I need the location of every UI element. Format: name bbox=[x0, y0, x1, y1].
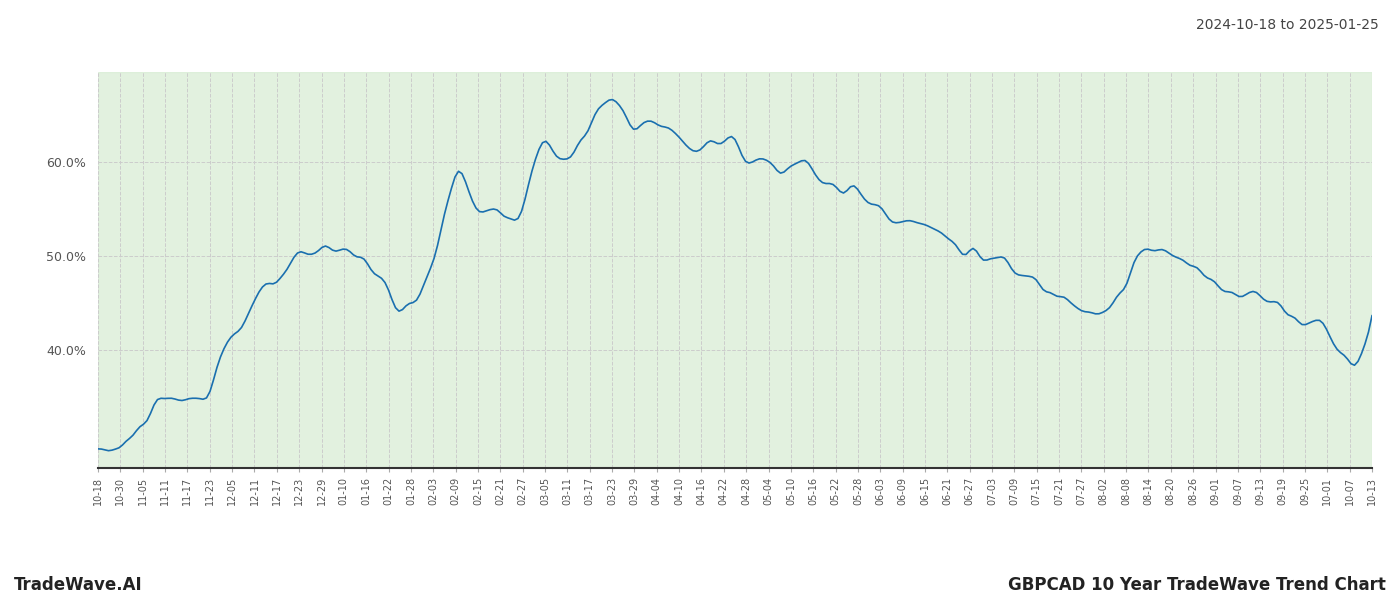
Text: GBPCAD 10 Year TradeWave Trend Chart: GBPCAD 10 Year TradeWave Trend Chart bbox=[1008, 576, 1386, 594]
Text: 2024-10-18 to 2025-01-25: 2024-10-18 to 2025-01-25 bbox=[1196, 18, 1379, 32]
Text: TradeWave.AI: TradeWave.AI bbox=[14, 576, 143, 594]
